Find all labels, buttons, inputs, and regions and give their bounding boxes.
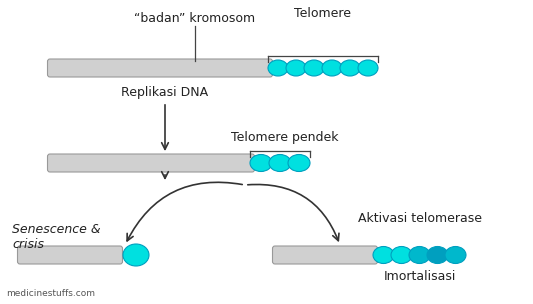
Text: Telomere: Telomere: [295, 7, 351, 20]
Text: Imortalisasi: Imortalisasi: [383, 270, 456, 282]
Text: Aktivasi telomerase: Aktivasi telomerase: [358, 212, 481, 224]
Ellipse shape: [286, 60, 306, 76]
Ellipse shape: [304, 60, 324, 76]
Text: medicinestuffs.com: medicinestuffs.com: [6, 289, 95, 298]
Ellipse shape: [358, 60, 378, 76]
Ellipse shape: [268, 60, 288, 76]
Ellipse shape: [250, 154, 272, 171]
Text: Replikasi DNA: Replikasi DNA: [122, 86, 208, 99]
Ellipse shape: [427, 247, 448, 264]
Ellipse shape: [391, 247, 412, 264]
FancyBboxPatch shape: [272, 246, 377, 264]
Ellipse shape: [288, 154, 310, 171]
Text: Senescence &
crisis: Senescence & crisis: [12, 223, 101, 251]
FancyBboxPatch shape: [18, 246, 123, 264]
Ellipse shape: [409, 247, 430, 264]
Ellipse shape: [269, 154, 291, 171]
Text: Telomere pendek: Telomere pendek: [231, 132, 339, 144]
Ellipse shape: [340, 60, 360, 76]
Ellipse shape: [123, 244, 149, 266]
Text: “badan” kromosom: “badan” kromosom: [134, 12, 255, 25]
Ellipse shape: [445, 247, 466, 264]
FancyBboxPatch shape: [47, 154, 254, 172]
Ellipse shape: [373, 247, 394, 264]
Ellipse shape: [322, 60, 342, 76]
FancyBboxPatch shape: [47, 59, 272, 77]
